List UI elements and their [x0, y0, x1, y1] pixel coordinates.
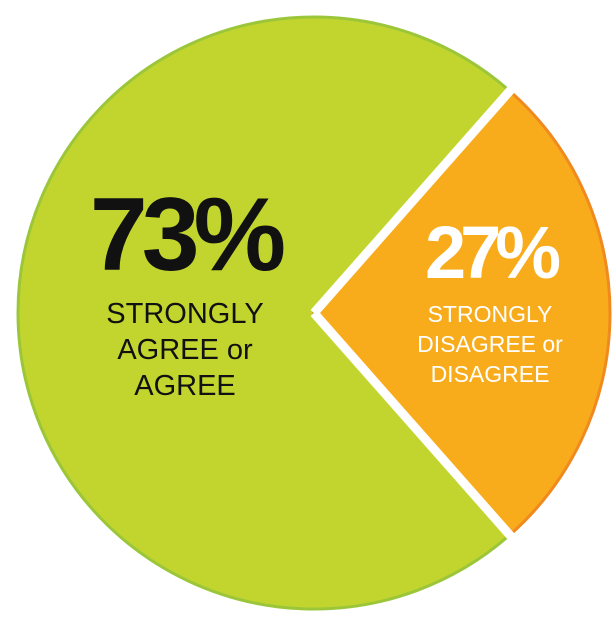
disagree-description-line-2: DISAGREE or	[417, 331, 563, 357]
disagree-description-line-1: STRONGLY	[428, 301, 553, 327]
agree-description-line-2: AGREE or	[117, 334, 253, 366]
disagree-label-group: 27% STRONGLY DISAGREE or DISAGREE	[417, 211, 565, 387]
agree-percentage-label: 73%	[90, 177, 284, 293]
agree-description-line-3: AGREE	[134, 370, 236, 402]
slice-separators	[310, 83, 518, 543]
slice-separator-line	[310, 310, 518, 543]
agree-slice	[16, 15, 512, 611]
disagree-percentage-label: 27%	[425, 211, 559, 294]
agree-label-group: 73% STRONGLY AGREE or AGREE	[90, 177, 290, 402]
disagree-description-line-3: DISAGREE	[431, 361, 550, 387]
agree-description-line-1: STRONGLY	[106, 298, 263, 330]
pie-slices	[16, 15, 612, 611]
disagree-slice	[312, 88, 612, 538]
slice-separator-line	[310, 83, 518, 316]
